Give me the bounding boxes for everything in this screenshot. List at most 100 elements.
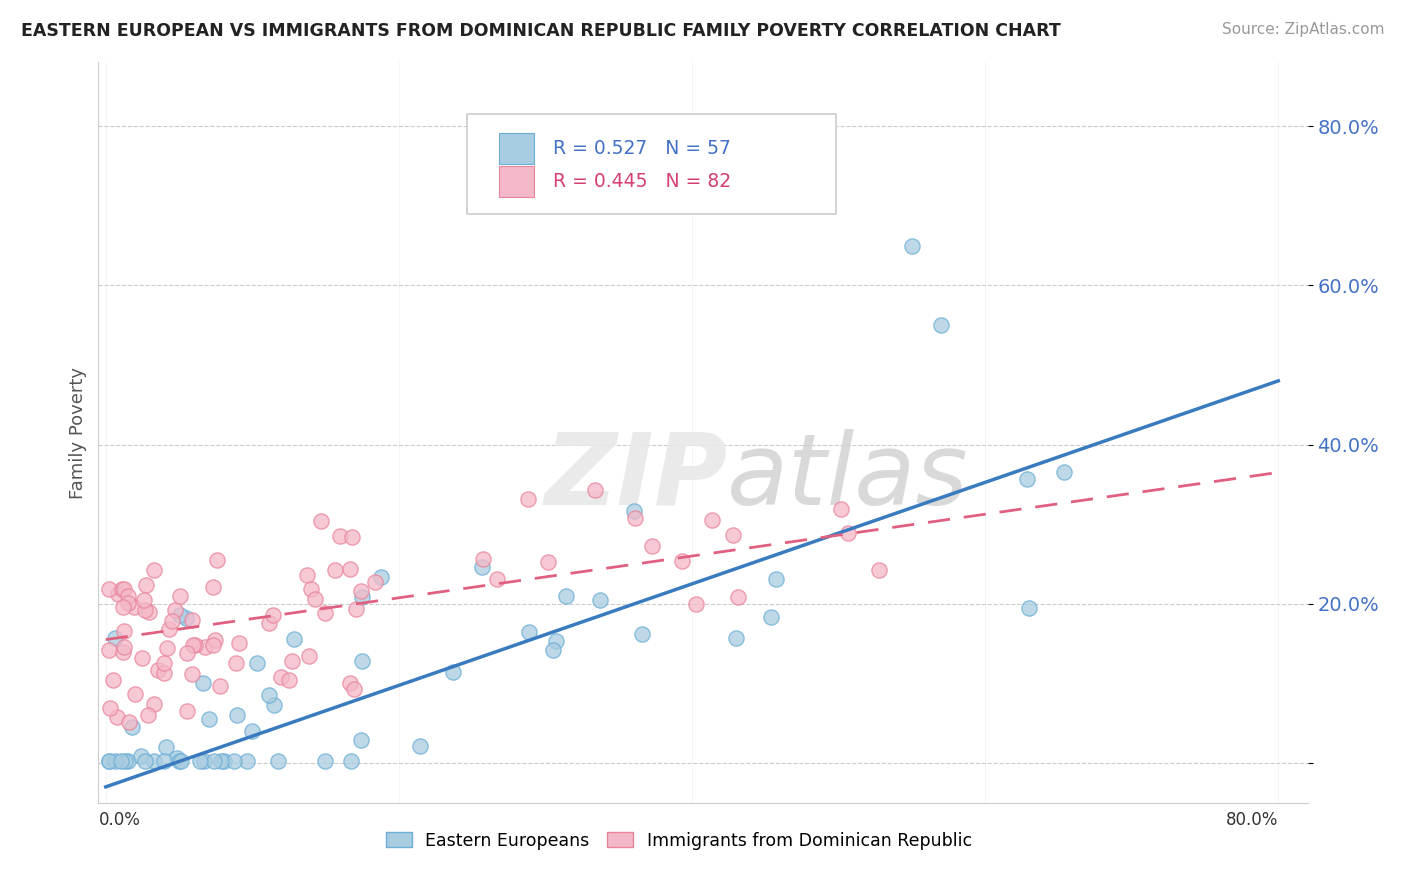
Point — [471, 552, 494, 566]
Point — [184, 638, 207, 652]
Point — [344, 602, 367, 616]
Text: 0.0%: 0.0% — [98, 811, 141, 829]
Point — [153, 665, 176, 680]
Point — [114, 755, 136, 769]
Point — [174, 611, 197, 625]
Point — [329, 529, 352, 543]
Point — [197, 712, 219, 726]
Point — [166, 751, 188, 765]
Point — [97, 582, 120, 596]
Point — [193, 755, 215, 769]
Point — [111, 645, 134, 659]
Point — [262, 608, 284, 623]
Point — [112, 600, 135, 615]
Point — [1018, 600, 1040, 615]
Point — [278, 673, 301, 687]
Point — [349, 583, 371, 598]
Point — [204, 633, 226, 648]
Point — [868, 563, 890, 577]
Point — [517, 625, 540, 640]
Point — [163, 602, 186, 616]
Point — [236, 755, 259, 769]
Point — [117, 597, 139, 611]
Point — [97, 755, 120, 769]
Point — [298, 648, 321, 663]
Point — [685, 597, 707, 611]
Point — [188, 755, 211, 769]
Point — [257, 616, 280, 631]
Point — [295, 567, 318, 582]
Point — [541, 642, 564, 657]
Point — [155, 739, 177, 754]
Point — [700, 513, 723, 527]
Point — [117, 589, 139, 603]
Point — [242, 723, 264, 738]
Point — [343, 682, 366, 697]
Point — [107, 587, 129, 601]
Point — [112, 640, 135, 654]
Point — [169, 589, 191, 603]
Point — [1015, 472, 1038, 486]
Point — [544, 634, 567, 648]
Point — [225, 656, 247, 670]
Point — [281, 654, 304, 668]
Point — [340, 755, 363, 769]
Point — [134, 755, 156, 769]
Point — [299, 582, 322, 596]
Text: 80.0%: 80.0% — [1226, 811, 1278, 829]
Y-axis label: Family Poverty: Family Poverty — [69, 367, 87, 499]
Point — [169, 608, 191, 623]
Point — [304, 591, 326, 606]
Point — [364, 574, 387, 589]
Point — [152, 656, 174, 670]
Point — [104, 755, 127, 769]
Point — [146, 663, 169, 677]
Point — [181, 666, 204, 681]
Point — [134, 602, 156, 616]
Point — [228, 636, 250, 650]
Point — [270, 670, 292, 684]
Point — [901, 238, 924, 252]
FancyBboxPatch shape — [499, 133, 534, 164]
Point — [485, 572, 508, 586]
Point — [112, 624, 135, 638]
Point — [138, 605, 160, 619]
Point — [134, 592, 156, 607]
Point — [224, 755, 246, 769]
Point — [176, 646, 198, 660]
Point — [117, 755, 139, 769]
Point — [259, 688, 281, 702]
Point — [135, 577, 157, 591]
Point — [246, 656, 269, 670]
Point — [583, 483, 606, 497]
Point — [723, 528, 745, 542]
Point — [830, 501, 852, 516]
Point — [169, 755, 191, 769]
Point — [201, 580, 224, 594]
Point — [136, 707, 159, 722]
Point — [124, 687, 146, 701]
Text: atlas: atlas — [727, 428, 969, 525]
Point — [143, 697, 166, 711]
Text: R = 0.527   N = 57: R = 0.527 N = 57 — [553, 139, 731, 158]
Point — [1053, 466, 1076, 480]
Point — [323, 563, 346, 577]
Point — [214, 755, 236, 769]
Point — [191, 676, 214, 690]
Point — [105, 710, 128, 724]
Text: EASTERN EUROPEAN VS IMMIGRANTS FROM DOMINICAN REPUBLIC FAMILY POVERTY CORRELATIO: EASTERN EUROPEAN VS IMMIGRANTS FROM DOMI… — [21, 22, 1062, 40]
Point — [671, 554, 693, 568]
Point — [202, 638, 225, 652]
Point — [589, 593, 612, 607]
Point — [370, 570, 392, 584]
Point — [202, 755, 225, 769]
Point — [170, 754, 193, 768]
Point — [194, 640, 217, 654]
Point — [314, 755, 336, 769]
Point — [727, 590, 749, 604]
Point — [759, 609, 782, 624]
Point — [631, 627, 654, 641]
Point — [142, 755, 165, 769]
Point — [837, 525, 859, 540]
Point — [623, 511, 645, 525]
